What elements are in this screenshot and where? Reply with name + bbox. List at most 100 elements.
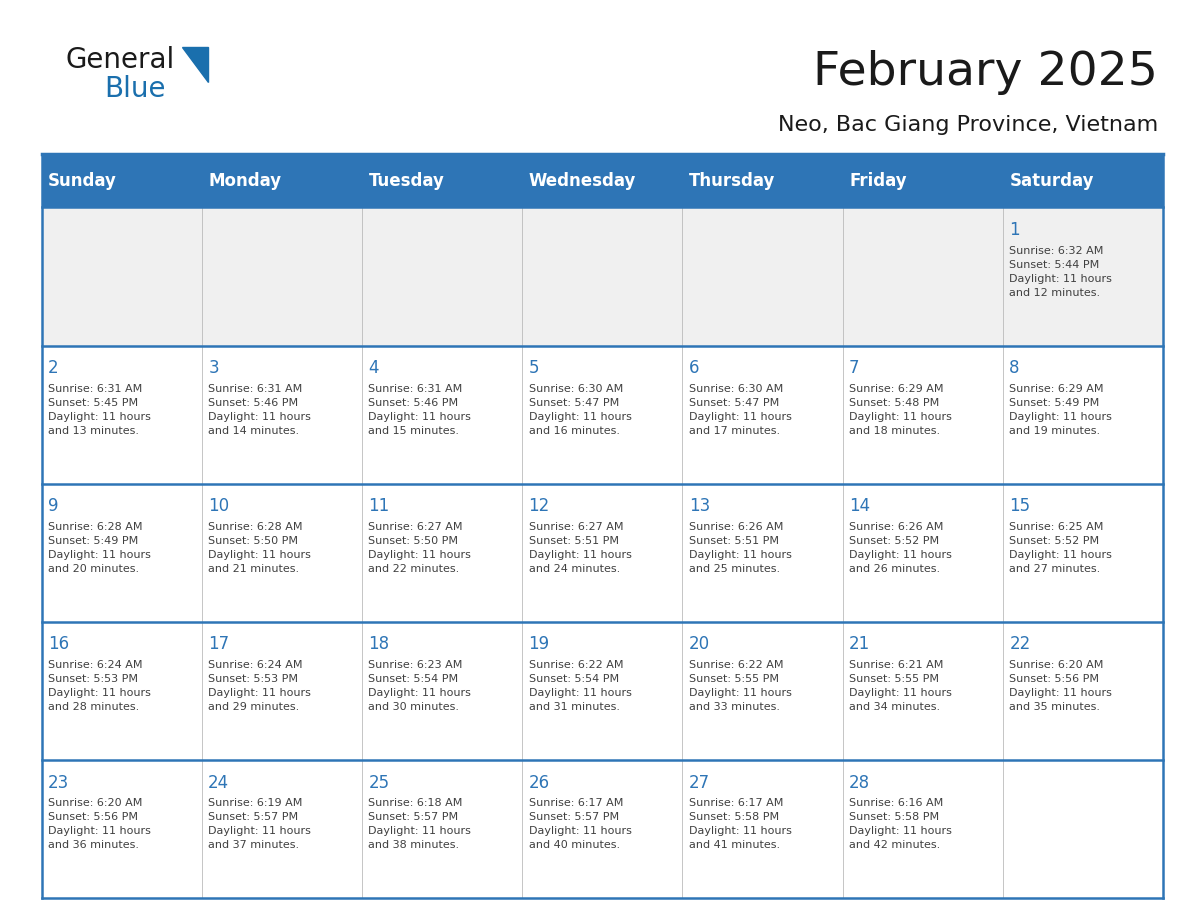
- Bar: [42, 621, 202, 760]
- Text: 3: 3: [208, 359, 219, 377]
- Bar: [682, 207, 842, 345]
- Text: 13: 13: [689, 498, 710, 515]
- Bar: [202, 484, 362, 621]
- Text: Sunrise: 6:24 AM
Sunset: 5:53 PM
Daylight: 11 hours
and 28 minutes.: Sunrise: 6:24 AM Sunset: 5:53 PM Dayligh…: [48, 660, 151, 712]
- Bar: [42, 154, 1163, 207]
- Text: February 2025: February 2025: [814, 50, 1158, 95]
- Bar: [362, 207, 523, 345]
- Bar: [202, 207, 362, 345]
- Bar: [523, 345, 682, 484]
- Text: Sunrise: 6:28 AM
Sunset: 5:50 PM
Daylight: 11 hours
and 21 minutes.: Sunrise: 6:28 AM Sunset: 5:50 PM Dayligh…: [208, 522, 311, 575]
- Bar: [42, 484, 202, 621]
- Text: 23: 23: [48, 774, 69, 791]
- Bar: [362, 345, 523, 484]
- Text: Sunrise: 6:20 AM
Sunset: 5:56 PM
Daylight: 11 hours
and 36 minutes.: Sunrise: 6:20 AM Sunset: 5:56 PM Dayligh…: [48, 799, 151, 850]
- Bar: [842, 621, 1003, 760]
- Text: Sunrise: 6:17 AM
Sunset: 5:58 PM
Daylight: 11 hours
and 41 minutes.: Sunrise: 6:17 AM Sunset: 5:58 PM Dayligh…: [689, 799, 791, 850]
- Bar: [842, 207, 1003, 345]
- Text: Sunday: Sunday: [48, 172, 116, 190]
- Bar: [682, 621, 842, 760]
- Text: 4: 4: [368, 359, 379, 377]
- Bar: [682, 484, 842, 621]
- Text: 16: 16: [48, 635, 69, 654]
- Text: 15: 15: [1010, 498, 1030, 515]
- Text: Sunrise: 6:16 AM
Sunset: 5:58 PM
Daylight: 11 hours
and 42 minutes.: Sunrise: 6:16 AM Sunset: 5:58 PM Dayligh…: [849, 799, 952, 850]
- Text: Sunrise: 6:27 AM
Sunset: 5:50 PM
Daylight: 11 hours
and 22 minutes.: Sunrise: 6:27 AM Sunset: 5:50 PM Dayligh…: [368, 522, 472, 575]
- Text: 19: 19: [529, 635, 550, 654]
- Text: Neo, Bac Giang Province, Vietnam: Neo, Bac Giang Province, Vietnam: [778, 115, 1158, 135]
- Bar: [842, 345, 1003, 484]
- Text: Sunrise: 6:18 AM
Sunset: 5:57 PM
Daylight: 11 hours
and 38 minutes.: Sunrise: 6:18 AM Sunset: 5:57 PM Dayligh…: [368, 799, 472, 850]
- Text: Sunrise: 6:21 AM
Sunset: 5:55 PM
Daylight: 11 hours
and 34 minutes.: Sunrise: 6:21 AM Sunset: 5:55 PM Dayligh…: [849, 660, 952, 712]
- Text: Sunrise: 6:25 AM
Sunset: 5:52 PM
Daylight: 11 hours
and 27 minutes.: Sunrise: 6:25 AM Sunset: 5:52 PM Dayligh…: [1010, 522, 1112, 575]
- Text: 14: 14: [849, 498, 870, 515]
- Text: 10: 10: [208, 498, 229, 515]
- Bar: [842, 760, 1003, 898]
- Bar: [682, 345, 842, 484]
- Text: 7: 7: [849, 359, 860, 377]
- Bar: [523, 207, 682, 345]
- Bar: [523, 621, 682, 760]
- Text: Sunrise: 6:23 AM
Sunset: 5:54 PM
Daylight: 11 hours
and 30 minutes.: Sunrise: 6:23 AM Sunset: 5:54 PM Dayligh…: [368, 660, 472, 712]
- Text: 1: 1: [1010, 221, 1019, 240]
- Bar: [1003, 621, 1163, 760]
- Text: 18: 18: [368, 635, 390, 654]
- Text: 11: 11: [368, 498, 390, 515]
- Text: Blue: Blue: [105, 75, 166, 104]
- Text: Sunrise: 6:19 AM
Sunset: 5:57 PM
Daylight: 11 hours
and 37 minutes.: Sunrise: 6:19 AM Sunset: 5:57 PM Dayligh…: [208, 799, 311, 850]
- Bar: [1003, 484, 1163, 621]
- Bar: [523, 760, 682, 898]
- Bar: [362, 621, 523, 760]
- Text: Sunrise: 6:26 AM
Sunset: 5:52 PM
Daylight: 11 hours
and 26 minutes.: Sunrise: 6:26 AM Sunset: 5:52 PM Dayligh…: [849, 522, 952, 575]
- Text: Sunrise: 6:28 AM
Sunset: 5:49 PM
Daylight: 11 hours
and 20 minutes.: Sunrise: 6:28 AM Sunset: 5:49 PM Dayligh…: [48, 522, 151, 575]
- Polygon shape: [182, 47, 208, 82]
- Text: Sunrise: 6:30 AM
Sunset: 5:47 PM
Daylight: 11 hours
and 16 minutes.: Sunrise: 6:30 AM Sunset: 5:47 PM Dayligh…: [529, 385, 632, 436]
- Bar: [42, 760, 202, 898]
- Text: Sunrise: 6:22 AM
Sunset: 5:55 PM
Daylight: 11 hours
and 33 minutes.: Sunrise: 6:22 AM Sunset: 5:55 PM Dayligh…: [689, 660, 791, 712]
- Text: 21: 21: [849, 635, 871, 654]
- Text: 20: 20: [689, 635, 710, 654]
- Bar: [202, 760, 362, 898]
- Text: 22: 22: [1010, 635, 1030, 654]
- Bar: [202, 345, 362, 484]
- Text: Sunrise: 6:31 AM
Sunset: 5:45 PM
Daylight: 11 hours
and 13 minutes.: Sunrise: 6:31 AM Sunset: 5:45 PM Dayligh…: [48, 385, 151, 436]
- Text: Sunrise: 6:31 AM
Sunset: 5:46 PM
Daylight: 11 hours
and 15 minutes.: Sunrise: 6:31 AM Sunset: 5:46 PM Dayligh…: [368, 385, 472, 436]
- Bar: [1003, 345, 1163, 484]
- Text: Sunrise: 6:29 AM
Sunset: 5:49 PM
Daylight: 11 hours
and 19 minutes.: Sunrise: 6:29 AM Sunset: 5:49 PM Dayligh…: [1010, 385, 1112, 436]
- Text: Thursday: Thursday: [689, 172, 776, 190]
- Text: 27: 27: [689, 774, 710, 791]
- Text: 8: 8: [1010, 359, 1019, 377]
- Text: 25: 25: [368, 774, 390, 791]
- Text: Sunrise: 6:32 AM
Sunset: 5:44 PM
Daylight: 11 hours
and 12 minutes.: Sunrise: 6:32 AM Sunset: 5:44 PM Dayligh…: [1010, 246, 1112, 298]
- Text: 9: 9: [48, 498, 58, 515]
- Bar: [523, 484, 682, 621]
- Text: Friday: Friday: [849, 172, 906, 190]
- Bar: [1003, 760, 1163, 898]
- Bar: [362, 484, 523, 621]
- Text: 6: 6: [689, 359, 700, 377]
- Text: Sunrise: 6:22 AM
Sunset: 5:54 PM
Daylight: 11 hours
and 31 minutes.: Sunrise: 6:22 AM Sunset: 5:54 PM Dayligh…: [529, 660, 632, 712]
- Text: 5: 5: [529, 359, 539, 377]
- Text: Saturday: Saturday: [1010, 172, 1094, 190]
- Text: Sunrise: 6:30 AM
Sunset: 5:47 PM
Daylight: 11 hours
and 17 minutes.: Sunrise: 6:30 AM Sunset: 5:47 PM Dayligh…: [689, 385, 791, 436]
- Bar: [682, 760, 842, 898]
- Bar: [42, 207, 202, 345]
- Text: Sunrise: 6:27 AM
Sunset: 5:51 PM
Daylight: 11 hours
and 24 minutes.: Sunrise: 6:27 AM Sunset: 5:51 PM Dayligh…: [529, 522, 632, 575]
- Text: 2: 2: [48, 359, 58, 377]
- Text: Sunrise: 6:29 AM
Sunset: 5:48 PM
Daylight: 11 hours
and 18 minutes.: Sunrise: 6:29 AM Sunset: 5:48 PM Dayligh…: [849, 385, 952, 436]
- Text: 12: 12: [529, 498, 550, 515]
- Text: Monday: Monday: [208, 172, 282, 190]
- Text: Sunrise: 6:31 AM
Sunset: 5:46 PM
Daylight: 11 hours
and 14 minutes.: Sunrise: 6:31 AM Sunset: 5:46 PM Dayligh…: [208, 385, 311, 436]
- Text: Wednesday: Wednesday: [529, 172, 636, 190]
- Bar: [42, 345, 202, 484]
- Text: Tuesday: Tuesday: [368, 172, 444, 190]
- Text: 17: 17: [208, 635, 229, 654]
- Bar: [842, 484, 1003, 621]
- Bar: [202, 621, 362, 760]
- Bar: [1003, 207, 1163, 345]
- Text: Sunrise: 6:20 AM
Sunset: 5:56 PM
Daylight: 11 hours
and 35 minutes.: Sunrise: 6:20 AM Sunset: 5:56 PM Dayligh…: [1010, 660, 1112, 712]
- Text: Sunrise: 6:26 AM
Sunset: 5:51 PM
Daylight: 11 hours
and 25 minutes.: Sunrise: 6:26 AM Sunset: 5:51 PM Dayligh…: [689, 522, 791, 575]
- Text: Sunrise: 6:24 AM
Sunset: 5:53 PM
Daylight: 11 hours
and 29 minutes.: Sunrise: 6:24 AM Sunset: 5:53 PM Dayligh…: [208, 660, 311, 712]
- Text: 24: 24: [208, 774, 229, 791]
- Text: Sunrise: 6:17 AM
Sunset: 5:57 PM
Daylight: 11 hours
and 40 minutes.: Sunrise: 6:17 AM Sunset: 5:57 PM Dayligh…: [529, 799, 632, 850]
